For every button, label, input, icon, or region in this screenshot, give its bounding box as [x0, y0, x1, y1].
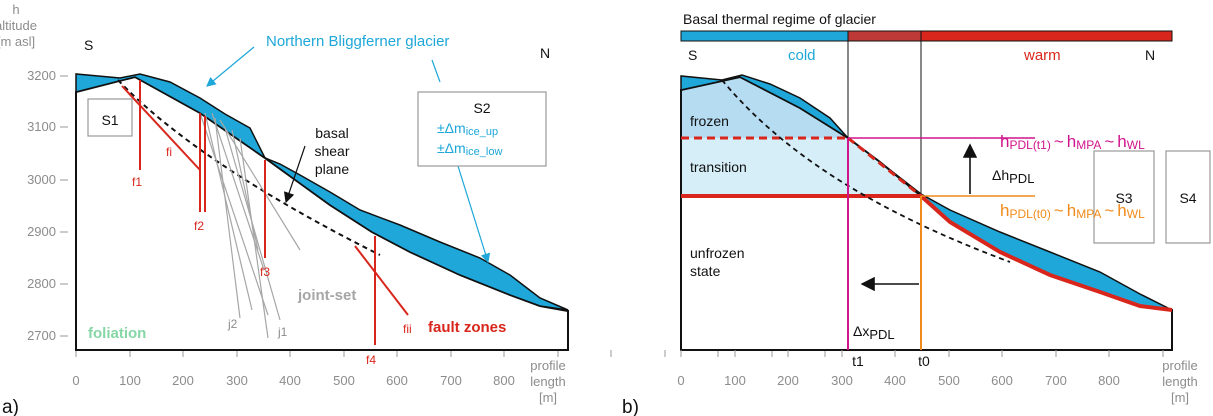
x-tick-400: 400: [279, 373, 301, 388]
x-tick-100: 100: [119, 373, 141, 388]
y-axis-title-line1: h: [12, 2, 19, 17]
glacier-arrow-right: [457, 165, 491, 264]
frozen-zone: [681, 77, 848, 138]
pdl-red-line: [681, 194, 1173, 312]
frozen-label: frozen: [690, 113, 729, 129]
s1-label: S1: [101, 112, 118, 128]
s2-line2: ±Δmice_low: [437, 140, 502, 158]
shear-plane-label-2: shear: [314, 143, 349, 159]
x-tick-0: 0: [72, 373, 79, 388]
y-tick-2800: 2800: [27, 276, 56, 291]
joint-j1: j1: [277, 325, 288, 339]
s4-box: [1165, 150, 1211, 244]
x-tick-700: 700: [440, 373, 462, 388]
y-axis-title-line2: altitude: [0, 18, 37, 33]
panel-letter-b: b): [622, 397, 639, 416]
x-axis-title-line3: [m]: [539, 390, 557, 405]
regime-bar-transition: [847, 30, 922, 42]
x-axis-title-b-line2: length: [1162, 374, 1197, 389]
south-label-b: S: [688, 47, 697, 63]
t0-label: t0: [918, 353, 930, 369]
fault-f1: f1: [132, 175, 142, 189]
x-tick-b-800: 800: [1098, 373, 1120, 388]
glacier-name: Northern Bliggferner glacier: [266, 33, 449, 50]
s2-box: [417, 91, 547, 167]
foliation-label: foliation: [88, 325, 146, 342]
h-pdl-t1-formula: hPDL(t1) ~ hMPA ~ hWL: [1000, 132, 1145, 152]
x-ticks-b: 0 100 200 300 400 500 600 700 800: [677, 350, 1164, 388]
x-tick-b-300: 300: [831, 373, 853, 388]
pdl-transition-dashed: [847, 136, 922, 198]
s3-label: S3: [1115, 190, 1132, 206]
fault-zones-label: fault zones: [428, 319, 506, 336]
x-ticks-a: 0 100 200 300 400 500 600 700 800: [72, 350, 826, 388]
unfrozen-label-2: state: [690, 263, 721, 279]
y-tick-3200: 3200: [27, 68, 56, 83]
s3-box: [1093, 150, 1155, 244]
joint-set-label: joint-set: [297, 287, 356, 304]
x-tick-b-200: 200: [777, 373, 799, 388]
x-tick-b-500: 500: [938, 373, 960, 388]
x-axis-title-line1: profile: [530, 358, 565, 373]
x-tick-b-400: 400: [884, 373, 906, 388]
s2-title: S2: [473, 100, 490, 116]
shear-plane-arrow: [283, 145, 306, 204]
y-tick-2900: 2900: [27, 224, 56, 239]
warm-label: warm: [1023, 47, 1061, 64]
delta-h-label: ΔhPDL: [992, 167, 1034, 186]
fault-f4: f4: [366, 353, 376, 367]
h-pdl-t0-formula: hPDL(t0) ~ hMPA ~ hWL: [1000, 201, 1145, 221]
t1-label: t1: [852, 353, 864, 369]
cold-label: cold: [788, 47, 816, 64]
x-tick-800: 800: [493, 373, 515, 388]
glacier-ice: [75, 73, 569, 311]
shear-plane-label-1: basal: [315, 125, 348, 141]
transition-label: transition: [690, 159, 747, 175]
joint-j2: j2: [227, 317, 238, 331]
south-label-a: S: [84, 37, 93, 53]
fault-f3: f3: [260, 265, 270, 279]
s2-line1: ±Δmice_up: [437, 120, 498, 138]
fault-lines: [121, 80, 409, 345]
y-ticks: 3200 3100 3000 2900 2800 2700: [27, 68, 68, 343]
y-tick-3000: 3000: [27, 172, 56, 187]
north-label-b: N: [1145, 47, 1155, 63]
fault-f2: f2: [194, 219, 204, 233]
x-axis-title-b-line1: profile: [1162, 358, 1197, 373]
x-tick-b-100: 100: [724, 373, 746, 388]
x-tick-b-600: 600: [991, 373, 1013, 388]
regime-bar-warm: [920, 30, 1173, 42]
x-tick-500: 500: [333, 373, 355, 388]
basal-shear-plane-line-b: [721, 79, 1011, 263]
x-tick-600: 600: [386, 373, 408, 388]
panel-a: h altitude [m asl] 3200 3100 3000 2900 2…: [0, 2, 826, 416]
glacier-arrow-left: [206, 46, 255, 87]
unfrozen-label-1: unfrozen: [690, 245, 744, 261]
north-label-a: N: [540, 45, 550, 61]
glacier-connector: [431, 59, 441, 83]
x-tick-300: 300: [226, 373, 248, 388]
y-tick-3100: 3100: [27, 119, 56, 134]
delta-x-label: ΔxPDL: [853, 323, 895, 342]
x-axis-title-b-line3: [m]: [1171, 390, 1189, 405]
joint-set-lines: [199, 112, 301, 339]
panel-b: Basal thermal regime of glacier cold war…: [622, 11, 1211, 416]
fault-fi: fi: [166, 145, 172, 159]
panel-letter-a: a): [2, 397, 19, 416]
s1-box: [87, 98, 133, 137]
x-tick-b-0: 0: [677, 373, 684, 388]
fault-fii: fii: [403, 322, 412, 336]
y-tick-2700: 2700: [27, 328, 56, 343]
x-axis-title-line2: length: [530, 374, 565, 389]
x-tick-200: 200: [172, 373, 194, 388]
s4-label: S4: [1179, 190, 1196, 206]
y-axis-title-line3: [m asl]: [0, 34, 35, 49]
regime-title: Basal thermal regime of glacier: [683, 11, 876, 27]
transition-zone: [681, 138, 921, 196]
x-tick-b-700: 700: [1045, 373, 1067, 388]
shear-plane-label-3: plane: [315, 161, 349, 177]
